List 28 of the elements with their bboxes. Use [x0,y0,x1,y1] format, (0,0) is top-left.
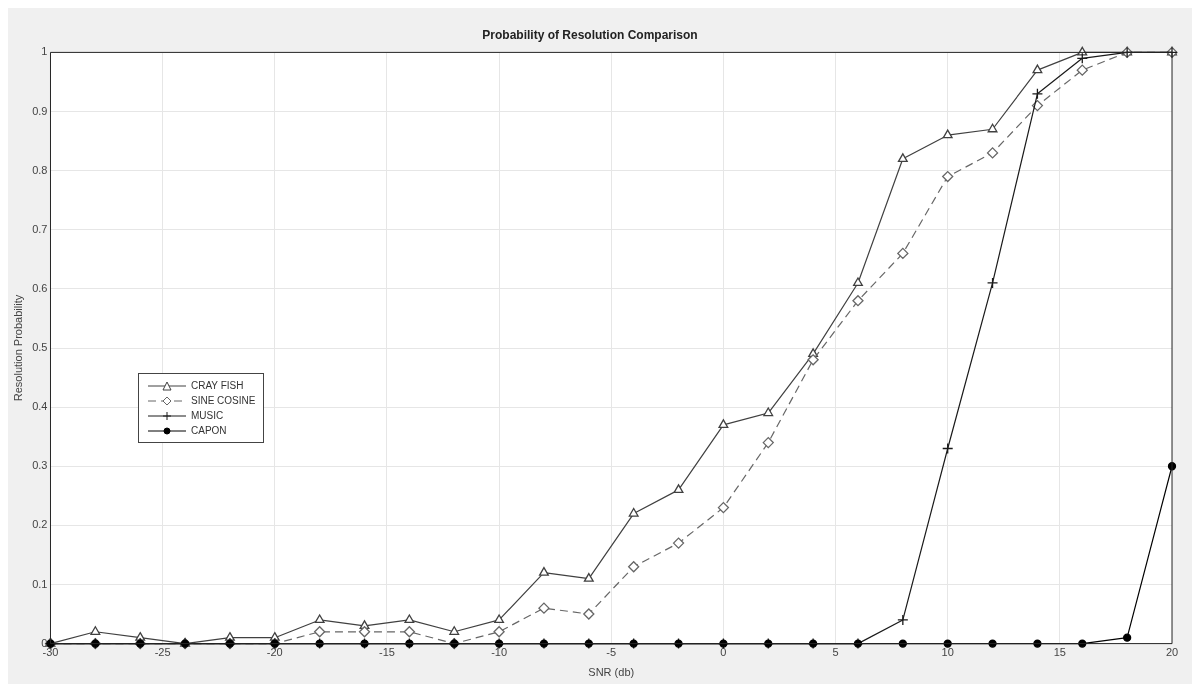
y-tick-label: 0.4 [32,400,48,413]
x-tick-label: 20 [1165,646,1179,659]
y-tick-label: 1 [41,45,48,58]
x-tick-label: 5 [832,646,839,659]
x-axis-title: SNR (db) [588,666,635,679]
legend-label: MUSIC [191,410,224,421]
x-tick-label: -10 [491,646,508,659]
x-tick-label: 0 [720,646,727,659]
legend-label: SINE COSINE [191,395,256,406]
y-axis-title: Resolution Probability [11,294,24,402]
y-tick-label: 0.5 [32,341,48,354]
y-tick-label: 0.1 [32,577,48,590]
chart-title: Probability of Resolution Comparison [482,27,698,42]
x-tick-label: 15 [1053,646,1066,659]
x-tick-label: -5 [606,646,617,659]
y-tick-label: 0.9 [32,104,48,117]
y-tick-label: 0.7 [32,222,48,235]
x-tick-label: -20 [266,646,283,659]
x-tick-label: -15 [378,646,395,659]
y-tick-label: 0.6 [32,281,48,294]
y-tick-label: 0.2 [32,518,48,531]
y-tick-label: 0.8 [32,163,48,176]
y-tick-label: 0.3 [32,459,48,472]
x-tick-label: -30 [42,646,59,659]
x-tick-label: 10 [941,646,954,659]
x-tick-label: -25 [154,646,171,659]
legend-label: CRAY FISH [191,380,244,391]
legend-label: CAPON [191,425,227,436]
